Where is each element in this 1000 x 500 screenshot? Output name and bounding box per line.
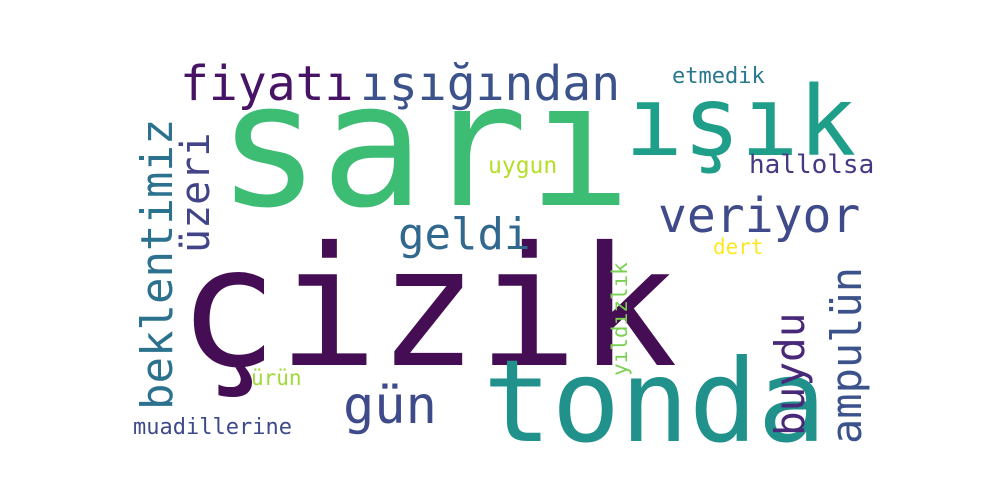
word-isik: ışık <box>625 66 857 178</box>
word-hallolsa: hallolsa <box>749 150 875 180</box>
word-sari: sarı <box>217 45 632 246</box>
word-isigindan: ışığından <box>360 56 621 112</box>
word-muadillerine: muadillerine <box>133 415 292 440</box>
word-ampulun: ampulün <box>822 266 871 444</box>
word-fiyati: fiyatı <box>180 56 354 112</box>
word-urun: ürün <box>251 366 302 390</box>
word-etmedik: etmedik <box>672 64 765 89</box>
word-yildizlik: yıldızlık <box>608 262 632 376</box>
word-uzeri: üzeri <box>173 132 219 253</box>
word-tonda: tonda <box>483 335 827 468</box>
word-uygun: uygun <box>488 153 558 179</box>
word-veriyor: veriyor <box>658 188 861 244</box>
word-dert: dert <box>713 235 764 259</box>
word-geldi: geldi <box>398 209 531 260</box>
word-gun: gün <box>343 376 437 436</box>
word-buydu: buydu <box>766 312 814 436</box>
word-cizik: çizik <box>178 212 678 405</box>
